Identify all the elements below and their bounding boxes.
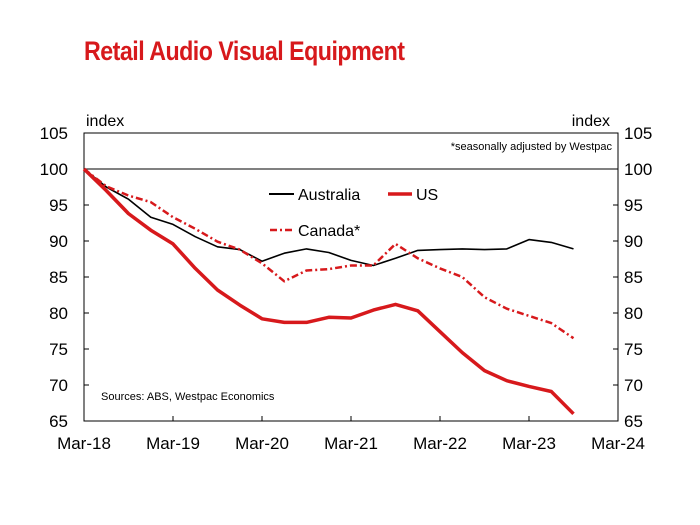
series-line-australia (83, 168, 574, 267)
y-tick-label-right: 65 (624, 412, 643, 431)
y-tick-label-right: 90 (624, 232, 643, 251)
legend-label-us: US (416, 187, 438, 204)
x-tick-label: Mar-23 (502, 434, 556, 453)
y-tick-label-right: 75 (624, 340, 643, 359)
x-tick-label: Mar-18 (57, 434, 111, 453)
y-tick-label-left: 70 (49, 376, 68, 395)
series-line-us (82, 167, 575, 416)
y-tick-label-right: 85 (624, 268, 643, 287)
y-tick-label-left: 85 (49, 268, 68, 287)
axis-ticks: 65 65 70 70 75 75 80 80 85 85 90 90 95 95 100 100 105 105… (40, 124, 653, 453)
plot-frame (83, 132, 619, 422)
chart-title: Retail Audio Visual Equipment (84, 36, 405, 66)
x-tick-label: Mar-21 (324, 434, 378, 453)
y-tick-label-left: 80 (49, 304, 68, 323)
seasonal-adjustment-note: *seasonally adjusted by Westpac (451, 141, 613, 153)
x-tick-label: Mar-20 (235, 434, 289, 453)
y-tick-label-right: 100 (624, 160, 652, 179)
sources-note: Sources: ABS, Westpac Economics (101, 391, 275, 403)
x-tick-label: Mar-19 (146, 434, 200, 453)
legend-label-australia: Australia (298, 187, 360, 204)
y-tick-label-left: 105 (40, 124, 68, 143)
y-tick-label-right: 95 (624, 196, 643, 215)
x-tick-label: Mar-22 (413, 434, 467, 453)
y-tick-label-left: 75 (49, 340, 68, 359)
y-tick-label-right: 70 (624, 376, 643, 395)
legend: Australia US Canada* (269, 187, 438, 240)
y-axis-label-left: index (86, 113, 124, 130)
series-layer (82, 167, 575, 416)
x-tick-label: Mar-24 (591, 434, 645, 453)
y-tick-label-right: 105 (624, 124, 652, 143)
series-line-canada (83, 168, 575, 340)
legend-label-canada: Canada* (298, 223, 360, 240)
y-tick-label-right: 80 (624, 304, 643, 323)
y-tick-label-left: 90 (49, 232, 68, 251)
y-tick-label-left: 65 (49, 412, 68, 431)
y-tick-label-left: 95 (49, 196, 68, 215)
y-axis-label-right: index (572, 113, 610, 130)
y-tick-label-left: 100 (40, 160, 68, 179)
